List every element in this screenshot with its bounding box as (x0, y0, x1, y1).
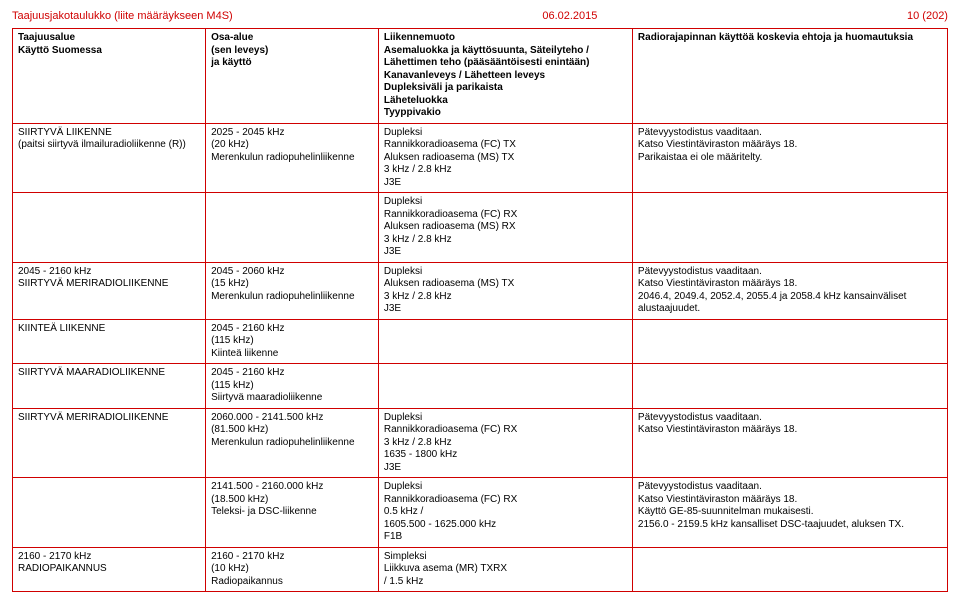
cell: Pätevyystodistus vaaditaan. Katso Viesti… (632, 478, 947, 548)
cell: Dupleksi Rannikkoradioasema (FC) RX Aluk… (378, 193, 632, 263)
col-header-2: Osa-alue (sen leveys) ja käyttö (206, 29, 379, 124)
frequency-table: Taajuusalue Käyttö Suomessa Osa-alue (se… (12, 28, 948, 592)
cell: Dupleksi Rannikkoradioasema (FC) RX 3 kH… (378, 408, 632, 478)
cell: 2141.500 - 2160.000 kHz (18.500 kHz) Tel… (206, 478, 379, 548)
table-row: 2141.500 - 2160.000 kHz (18.500 kHz) Tel… (13, 478, 948, 548)
cell: 2025 - 2045 kHz (20 kHz) Merenkulun radi… (206, 123, 379, 193)
cell (632, 364, 947, 409)
cell: Dupleksi Aluksen radioasema (MS) TX 3 kH… (378, 262, 632, 319)
cell (632, 193, 947, 263)
col-header-3: Liikennemuoto Asemaluokka ja käyttösuunt… (378, 29, 632, 124)
col-header-4: Radiorajapinnan käyttöä koskevia ehtoja … (632, 29, 947, 124)
cell (632, 319, 947, 364)
cell (378, 319, 632, 364)
cell: Dupleksi Rannikkoradioasema (FC) RX 0.5 … (378, 478, 632, 548)
cell: Dupleksi Rannikkoradioasema (FC) TX Aluk… (378, 123, 632, 193)
table-header-row: Taajuusalue Käyttö Suomessa Osa-alue (se… (13, 29, 948, 124)
cell: 2160 - 2170 kHz (10 kHz) Radiopaikannus (206, 547, 379, 592)
table-row: Dupleksi Rannikkoradioasema (FC) RX Aluk… (13, 193, 948, 263)
cell: Pätevyystodistus vaaditaan. Katso Viesti… (632, 262, 947, 319)
table-row: 2160 - 2170 kHz RADIOPAIKANNUS 2160 - 21… (13, 547, 948, 592)
cell: 2045 - 2160 kHz (115 kHz) Kiinteä liiken… (206, 319, 379, 364)
cell (206, 193, 379, 263)
cell: 2045 - 2060 kHz (15 kHz) Merenkulun radi… (206, 262, 379, 319)
cell (632, 547, 947, 592)
header-left: Taajuusjakotaulukko (liite määräykseen M… (12, 10, 233, 22)
cell: SIIRTYVÄ MERIRADIOLIIKENNE (13, 408, 206, 478)
table-row: 2045 - 2160 kHz SIIRTYVÄ MERIRADIOLIIKEN… (13, 262, 948, 319)
cell: 2045 - 2160 kHz (115 kHz) Siirtyvä maara… (206, 364, 379, 409)
cell: 2160 - 2170 kHz RADIOPAIKANNUS (13, 547, 206, 592)
table-row: SIIRTYVÄ MAARADIOLIIKENNE 2045 - 2160 kH… (13, 364, 948, 409)
cell (13, 193, 206, 263)
cell: KIINTEÄ LIIKENNE (13, 319, 206, 364)
cell: SIIRTYVÄ MAARADIOLIIKENNE (13, 364, 206, 409)
col-header-1: Taajuusalue Käyttö Suomessa (13, 29, 206, 124)
page-header: Taajuusjakotaulukko (liite määräykseen M… (12, 10, 948, 22)
header-center: 06.02.2015 (542, 10, 597, 22)
cell: 2060.000 - 2141.500 kHz (81.500 kHz) Mer… (206, 408, 379, 478)
cell: Pätevyystodistus vaaditaan. Katso Viesti… (632, 123, 947, 193)
table-row: SIIRTYVÄ LIIKENNE (paitsi siirtyvä ilmai… (13, 123, 948, 193)
cell: 2045 - 2160 kHz SIIRTYVÄ MERIRADIOLIIKEN… (13, 262, 206, 319)
cell: SIIRTYVÄ LIIKENNE (paitsi siirtyvä ilmai… (13, 123, 206, 193)
cell: Simpleksi Liikkuva asema (MR) TXRX / 1.5… (378, 547, 632, 592)
table-row: KIINTEÄ LIIKENNE 2045 - 2160 kHz (115 kH… (13, 319, 948, 364)
cell (13, 478, 206, 548)
cell (378, 364, 632, 409)
cell: Pätevyystodistus vaaditaan. Katso Viesti… (632, 408, 947, 478)
table-row: SIIRTYVÄ MERIRADIOLIIKENNE 2060.000 - 21… (13, 408, 948, 478)
header-right: 10 (202) (907, 10, 948, 22)
